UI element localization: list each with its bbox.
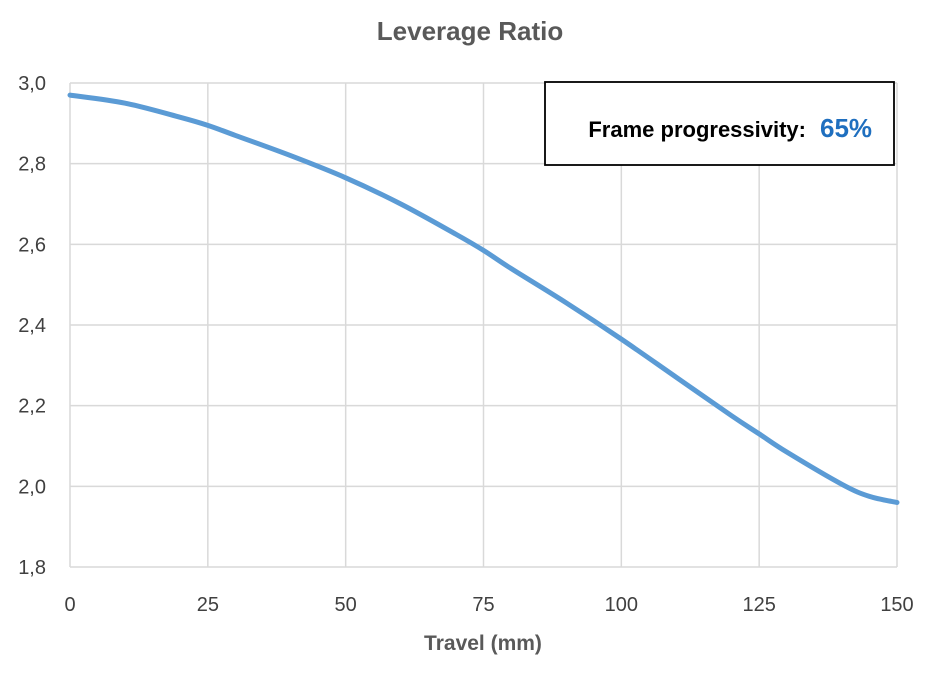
- frame-progressivity-annotation: Frame progressivity: 65%: [544, 81, 895, 166]
- y-tick-label: 3,0: [18, 73, 46, 95]
- x-tick-label: 150: [880, 594, 913, 616]
- annotation-value: 65%: [820, 113, 872, 143]
- y-tick-label: 2,8: [18, 154, 46, 176]
- y-tick-label: 2,6: [18, 234, 46, 256]
- series-line: [67, 92, 900, 505]
- annotation-box: [544, 81, 895, 166]
- x-tick-label: 100: [605, 594, 638, 616]
- annotation-label: Frame progressivity:: [588, 117, 806, 142]
- y-tick-label: 2,2: [18, 396, 46, 418]
- x-axis-tick-labels: 0 25 50 75 100 125 150: [64, 594, 913, 616]
- y-tick-label: 2,4: [18, 315, 46, 337]
- x-tick-label: 0: [64, 594, 75, 616]
- x-tick-label: 125: [742, 594, 775, 616]
- x-tick-label: 25: [197, 594, 219, 616]
- x-tick-label: 50: [335, 594, 357, 616]
- y-tick-label: 1,8: [18, 557, 46, 579]
- x-axis-label: Travel (mm): [424, 632, 542, 655]
- y-axis-tick-labels: 1,8 2,0 2,2 2,4 2,6 2,8 3,0: [18, 73, 46, 579]
- x-tick-label: 75: [472, 594, 494, 616]
- chart-title: Leverage Ratio: [377, 16, 563, 46]
- y-tick-label: 2,0: [18, 476, 46, 498]
- svg-text:Frame progressivity:: Frame progressivity:: [588, 117, 806, 142]
